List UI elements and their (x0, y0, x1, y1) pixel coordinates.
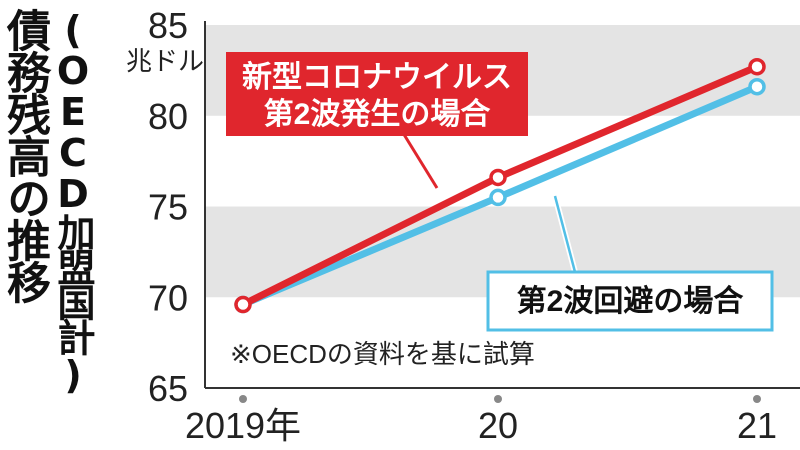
series-label-box (226, 52, 528, 136)
y-tick-label: 70 (148, 277, 188, 318)
y-tick-label: 80 (148, 96, 188, 137)
data-point (234, 295, 252, 314)
x-tick-dot (494, 395, 502, 403)
data-point (489, 188, 507, 207)
x-tick-dot (239, 395, 247, 403)
chart-subtitle: (OECD加盟国計) (51, 8, 95, 394)
series-label: 新型コロナウイルス (242, 61, 512, 94)
series-label: 第2波発生の場合 (264, 97, 491, 131)
unit-label: 兆ドル (126, 46, 204, 76)
axes: 65 70 75 80 85 2019年 20 21 (148, 5, 800, 446)
x-tick-label: 21 (737, 405, 777, 446)
data-point (489, 168, 507, 187)
x-tick-label: 20 (478, 405, 518, 446)
callout-leader (398, 127, 439, 189)
y-tick-label: 85 (148, 5, 188, 46)
chart-title: 債務残高の推移 (0, 8, 50, 302)
y-tick-label: 65 (148, 368, 188, 409)
data-point (748, 77, 766, 96)
source-note: ※OECDの資料を基に試算 (230, 339, 535, 369)
callout-leader (553, 195, 577, 273)
y-tick-label: 75 (148, 187, 188, 228)
x-tick-label: 2019年 (185, 405, 301, 446)
series-lines (234, 57, 766, 314)
x-tick-dot (753, 395, 761, 403)
series-label-box (486, 270, 774, 332)
data-point (748, 57, 766, 76)
series-label: 第2波回避の場合 (517, 284, 744, 318)
